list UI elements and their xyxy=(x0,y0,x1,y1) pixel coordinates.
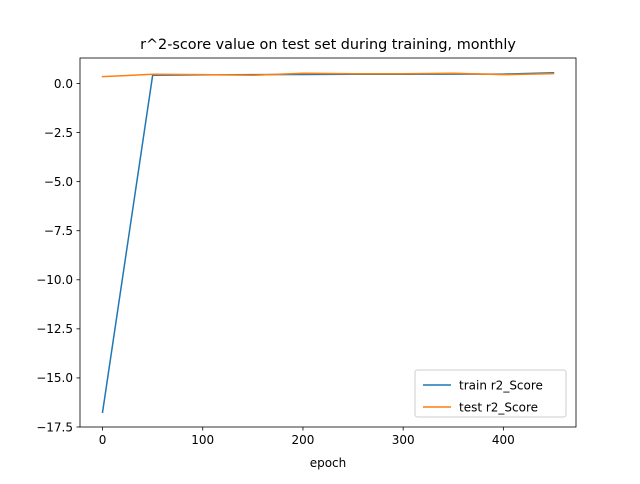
y-tick-label: 0.0 xyxy=(54,77,73,91)
y-axis: 0.0 −2.5 −5.0 −7.5 −10.0 −12.5 −15.0 −17.5 xyxy=(36,77,80,434)
x-tick-label: 300 xyxy=(392,433,415,447)
y-tick-label: −7.5 xyxy=(44,224,73,238)
series-layer xyxy=(101,71,555,414)
legend-label: train r2_Score xyxy=(459,378,543,392)
y-tick-label: −17.5 xyxy=(36,420,73,434)
legend-box xyxy=(414,369,567,418)
plot-frame xyxy=(79,57,577,428)
y-tick-label: −15.0 xyxy=(36,371,73,385)
x-tick-label: 100 xyxy=(191,433,214,447)
series-line-test xyxy=(101,72,555,78)
x-axis: 0 100 200 300 400 xyxy=(99,427,515,447)
x-tick-label: 0 xyxy=(99,433,107,447)
y-tick-label: −5.0 xyxy=(44,175,73,189)
y-tick-label: −2.5 xyxy=(44,126,73,140)
legend-label: test r2_Score xyxy=(459,400,538,414)
y-tick-label: −10.0 xyxy=(36,273,73,287)
chart-title: r^2-score value on test set during train… xyxy=(140,37,516,53)
x-axis-label: epoch xyxy=(310,456,347,470)
y-tick-label: −12.5 xyxy=(36,322,73,336)
x-tick-label: 200 xyxy=(291,433,314,447)
x-tick-label: 400 xyxy=(492,433,515,447)
